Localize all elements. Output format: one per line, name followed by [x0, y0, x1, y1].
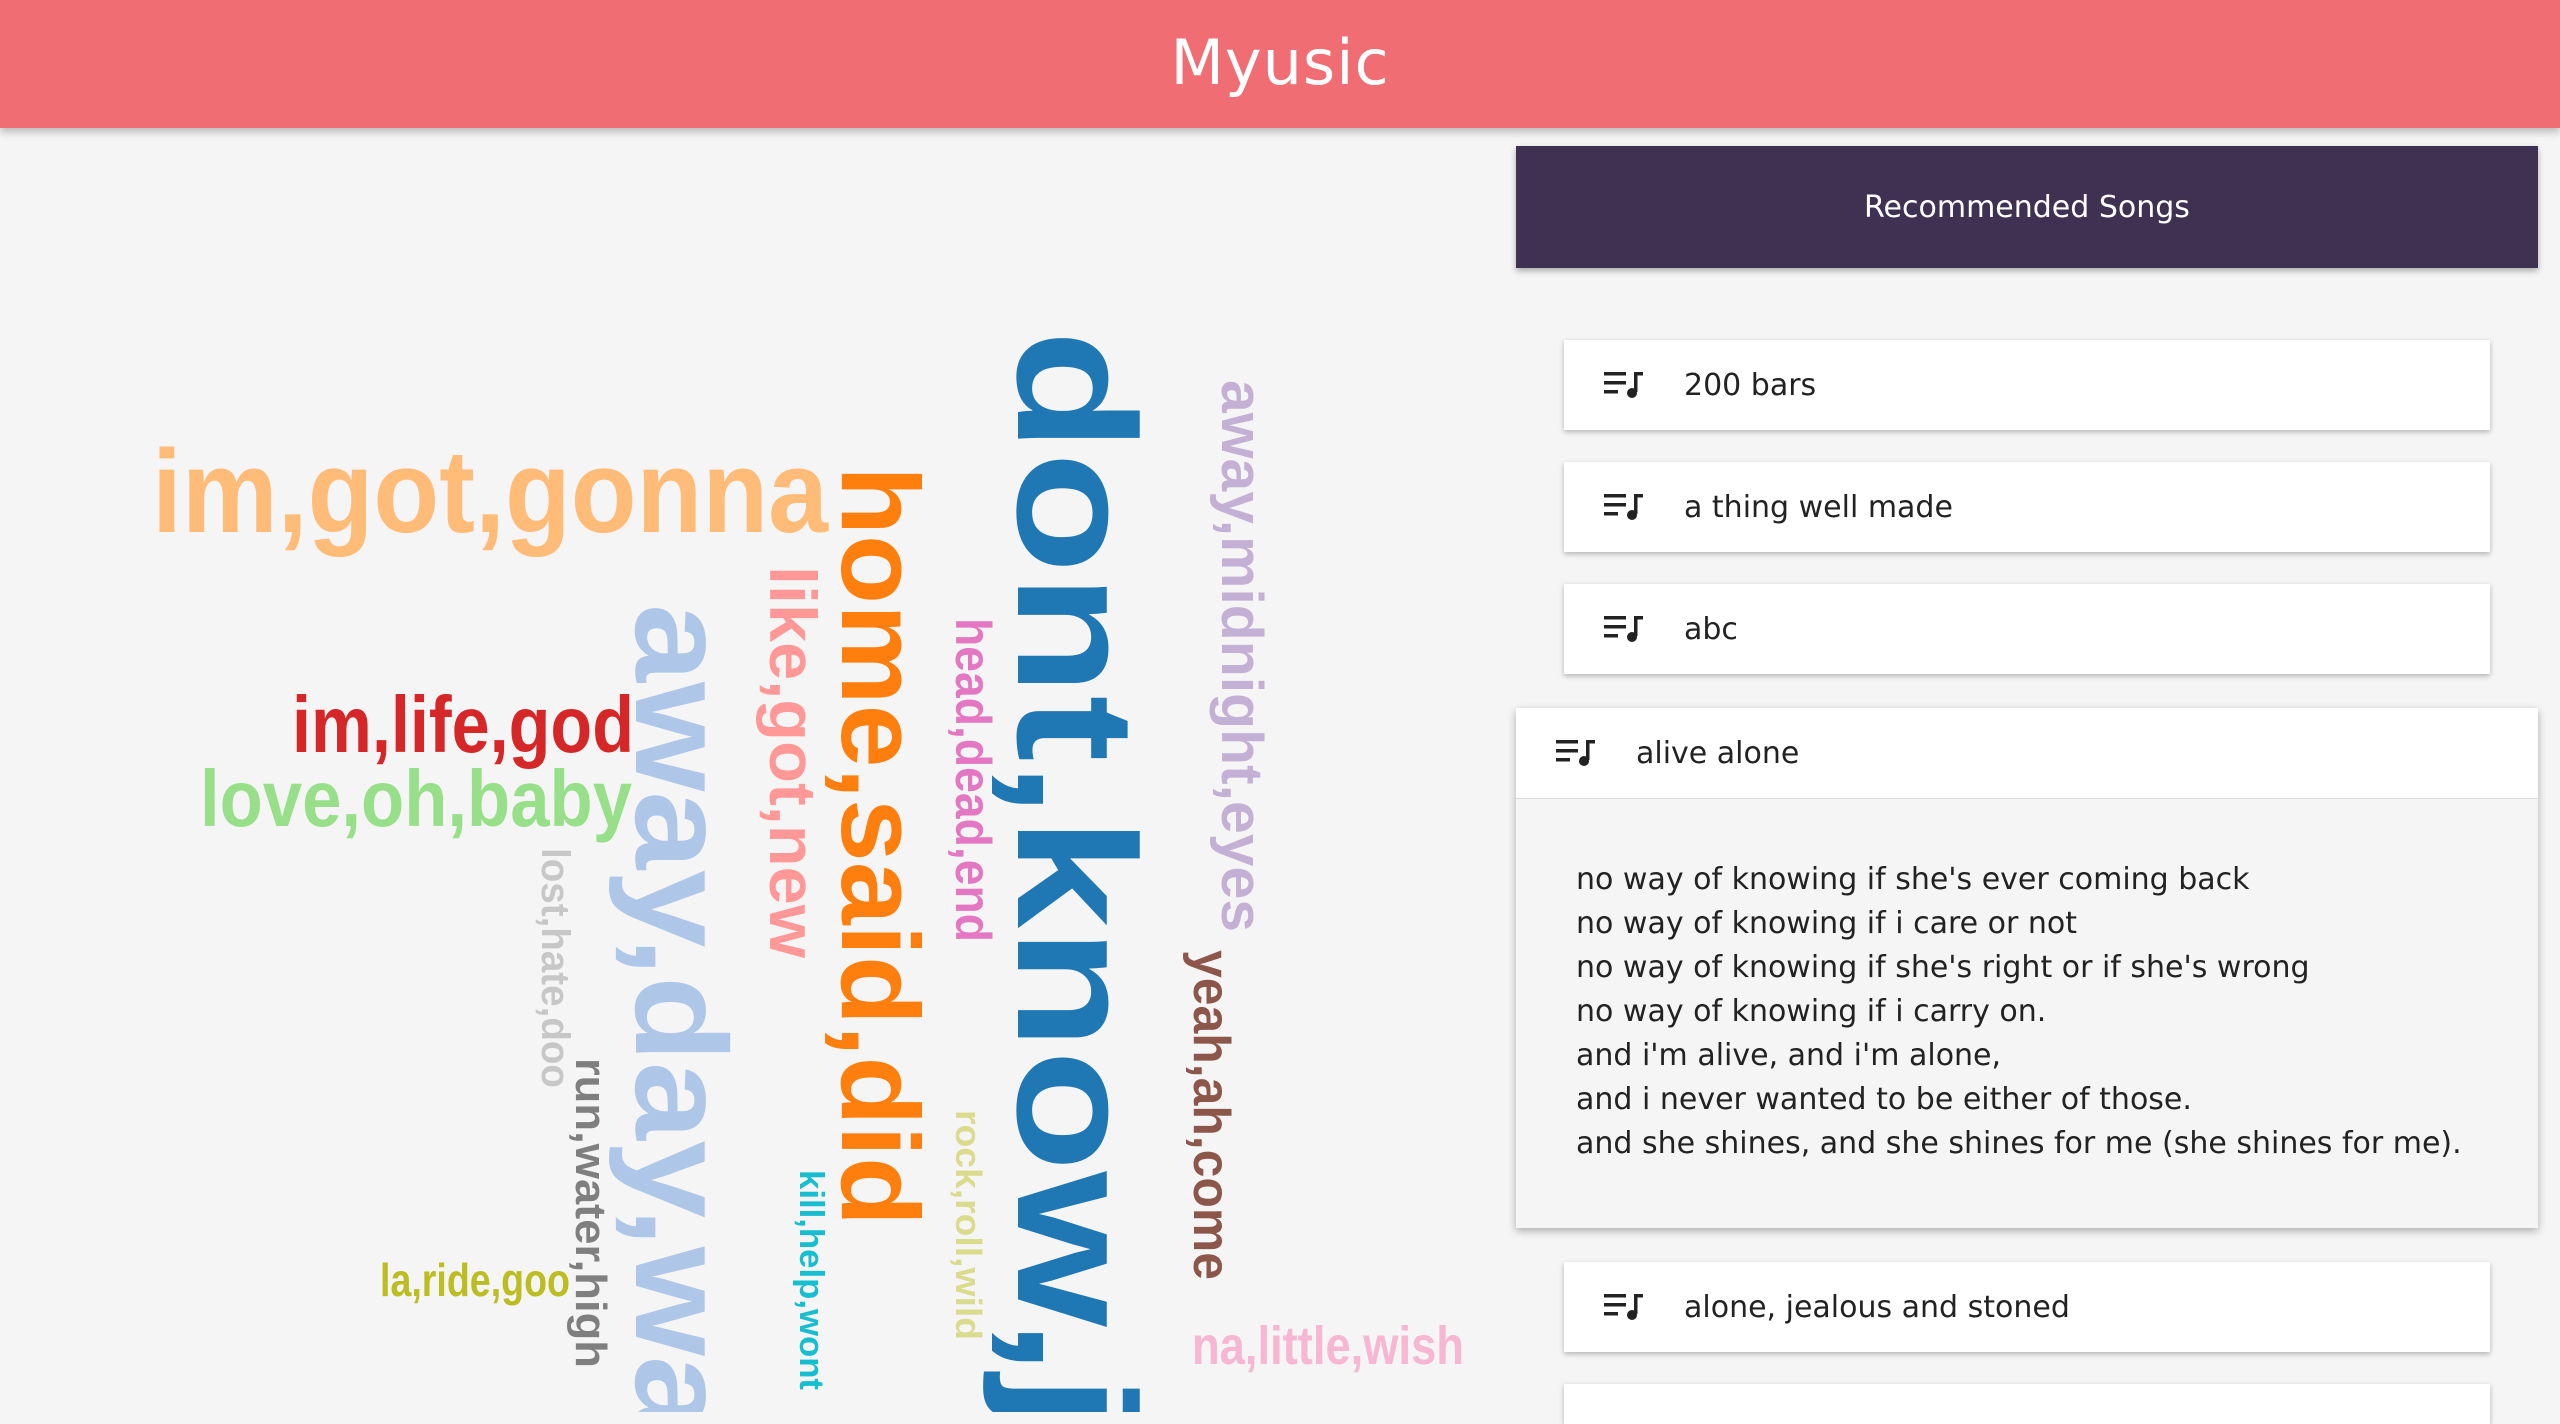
- recommended-songs-header: Recommended Songs: [1516, 146, 2538, 268]
- cloud-word-lost-hate-doo: lost,hate,doo: [533, 848, 577, 1088]
- cloud-word-home-said-did: home,said,did: [818, 466, 941, 1226]
- song-lyrics: no way of knowing if she's ever coming b…: [1576, 858, 2462, 1166]
- playlist-music-icon: [1604, 368, 1644, 402]
- lyric-line: and i'm alive, and i'm alone,: [1576, 1038, 2002, 1073]
- playlist-music-icon: [1556, 736, 1596, 770]
- app-title: Myusic: [1170, 26, 1390, 99]
- cloud-word-dont-know: dont,know,j: [982, 330, 1170, 1412]
- cloud-word-head-dead-end: head,dead,end: [945, 618, 1001, 942]
- cloud-word-rock-roll-wild: rock,roll,wild: [948, 1110, 989, 1340]
- cloud-word-away-midnight-eyes: away,midnight,eyes: [1209, 380, 1274, 932]
- playlist-music-icon: [1604, 612, 1644, 646]
- lyric-line: no way of knowing if she's right or if s…: [1576, 950, 2310, 985]
- song-item-alive-alone-expanded: alive alone no way of knowing if she's e…: [1516, 708, 2538, 1228]
- song-item-a-thing-well-made[interactable]: a thing well made: [1564, 462, 2490, 552]
- cloud-word-im-got-gonna: im,got,gonna: [152, 426, 829, 558]
- lyric-line: no way of knowing if she's ever coming b…: [1576, 862, 2250, 897]
- song-title: a thing well made: [1684, 489, 1953, 525]
- cloud-word-away-day-wa: away,day,wa: [608, 604, 754, 1412]
- lyric-line: and she shines, and she shines for me (s…: [1576, 1126, 2462, 1161]
- song-item-200-bars[interactable]: 200 bars: [1564, 340, 2490, 430]
- song-title: 200 bars: [1684, 367, 1817, 403]
- cloud-word-im-life-god: im,life,god: [292, 680, 634, 769]
- cloud-word-run-water-high: run,water,high: [566, 1058, 615, 1368]
- playlist-music-icon: [1604, 1290, 1644, 1324]
- cloud-word-love-oh-baby: love,oh,baby: [200, 754, 632, 843]
- word-cloud: im,got,gonna im,life,god love,oh,baby la…: [0, 128, 1500, 1412]
- song-title: alone, jealous and stoned: [1684, 1289, 2070, 1325]
- recommended-songs-title: Recommended Songs: [1864, 189, 2190, 225]
- cloud-word-kill-help-wont: kill,help,wont: [792, 1170, 830, 1390]
- song-title: abc: [1684, 611, 1738, 647]
- cloud-word-like-got-new: like,got,new: [756, 566, 830, 959]
- song-item-alone-jealous-and-stoned[interactable]: alone, jealous and stoned: [1564, 1262, 2490, 1352]
- word-cloud-svg: im,got,gonna im,life,god love,oh,baby la…: [152, 330, 1464, 1412]
- lyric-line: no way of knowing if i carry on.: [1576, 994, 2047, 1029]
- playlist-music-icon: [1604, 490, 1644, 524]
- lyric-line: no way of knowing if i care or not: [1576, 906, 2077, 941]
- song-title: alive alone: [1636, 735, 1800, 771]
- cloud-word-yeah-ah-come: yeah,ah,come: [1182, 950, 1240, 1280]
- app-header: Myusic: [0, 0, 2560, 128]
- cloud-word-na-little-wish: na,little,wish: [1192, 1316, 1464, 1376]
- lyric-line: and i never wanted to be either of those…: [1576, 1082, 2192, 1117]
- song-item-abc[interactable]: abc: [1564, 584, 2490, 674]
- song-item-next[interactable]: [1564, 1384, 2490, 1424]
- song-item-alive-alone[interactable]: alive alone: [1516, 708, 2538, 799]
- cloud-word-la-ride-goo: la,ride,goo: [380, 1254, 570, 1306]
